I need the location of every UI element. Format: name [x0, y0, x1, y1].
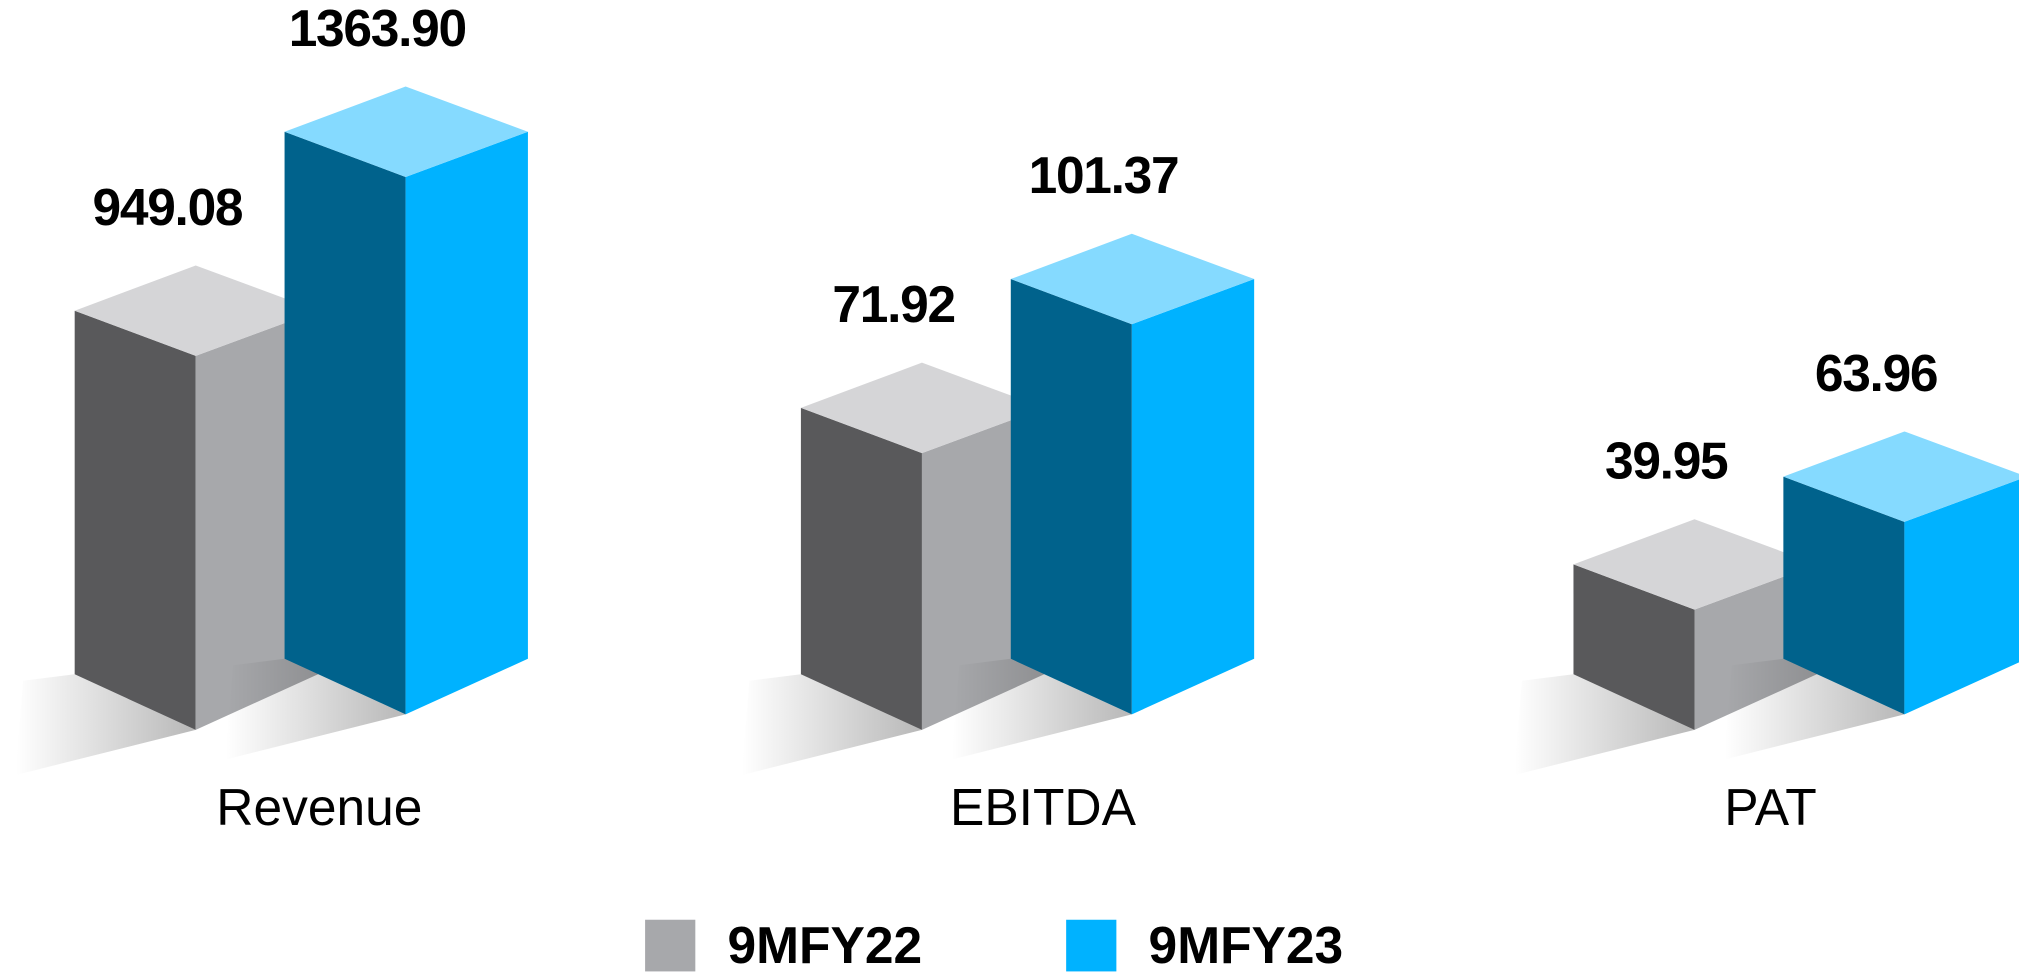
- bar-shadow: [1724, 658, 1905, 760]
- bar-right-face: [1131, 279, 1255, 715]
- bar-left-face: [284, 131, 406, 715]
- bar: [1010, 233, 1255, 715]
- value-label: 39.95: [1605, 432, 1728, 490]
- bar-top-face: [1573, 519, 1817, 610]
- bar-shadow: [15, 674, 196, 776]
- bar-shadow: [225, 658, 406, 760]
- bar-left-face: [1010, 279, 1132, 715]
- legend-swatch: [645, 919, 696, 972]
- bar-left-face: [800, 407, 922, 730]
- bar: [1783, 431, 2019, 715]
- bar-right-face: [405, 131, 528, 715]
- bar-top-face: [74, 265, 319, 356]
- bar-shadow: [1514, 674, 1695, 776]
- bar-left-face: [74, 310, 196, 730]
- bar-top-face: [284, 86, 528, 177]
- value-label: 63.96: [1815, 344, 1937, 402]
- value-label: 1363.90: [289, 0, 466, 57]
- bar-right-face: [1904, 479, 2019, 715]
- x-tick-label: PAT: [1724, 778, 1817, 836]
- legend-label: 9MFY23: [1149, 916, 1344, 974]
- bar-top-face: [1010, 233, 1255, 325]
- legend-label: 9MFY22: [728, 916, 923, 974]
- value-label: 101.37: [1029, 146, 1179, 204]
- bar-left-face: [1573, 564, 1695, 730]
- value-label: 71.92: [832, 275, 954, 333]
- bar-top-face: [1783, 431, 2019, 522]
- bar-shadow: [741, 674, 922, 776]
- value-label: 949.08: [92, 178, 242, 236]
- bar: [284, 86, 528, 715]
- bar-left-face: [1783, 476, 1905, 715]
- x-tick-label: EBITDA: [950, 778, 1137, 836]
- x-tick-label: Revenue: [216, 778, 422, 836]
- legend-swatch: [1066, 919, 1117, 972]
- bar-shadow: [951, 658, 1132, 760]
- bar-top-face: [800, 362, 1045, 454]
